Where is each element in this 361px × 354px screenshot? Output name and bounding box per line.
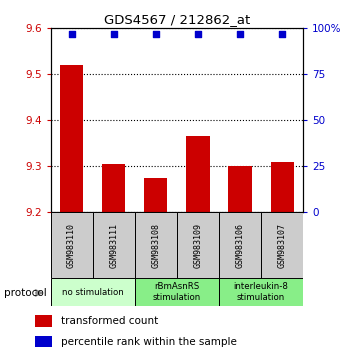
Text: no stimulation: no stimulation — [62, 287, 123, 297]
Text: rBmAsnRS
stimulation: rBmAsnRS stimulation — [153, 282, 201, 302]
Text: protocol: protocol — [4, 288, 46, 298]
Text: GSM983109: GSM983109 — [193, 223, 203, 268]
Bar — [271, 162, 294, 212]
Point — [279, 31, 285, 37]
Bar — [229, 166, 252, 212]
Text: GSM983107: GSM983107 — [278, 223, 287, 268]
Bar — [261, 212, 303, 278]
Text: GSM983111: GSM983111 — [109, 223, 118, 268]
Bar — [144, 178, 168, 212]
Bar — [135, 278, 219, 306]
Text: GSM983108: GSM983108 — [151, 223, 160, 268]
Point — [69, 31, 74, 37]
Bar — [35, 336, 52, 347]
Bar — [51, 278, 135, 306]
Bar — [135, 212, 177, 278]
Point — [195, 31, 201, 37]
Text: GSM983110: GSM983110 — [67, 223, 76, 268]
Bar — [219, 278, 303, 306]
Text: transformed count: transformed count — [61, 316, 158, 326]
Bar — [177, 212, 219, 278]
Point — [153, 31, 159, 37]
Bar — [102, 164, 125, 212]
Title: GDS4567 / 212862_at: GDS4567 / 212862_at — [104, 13, 250, 26]
Bar — [93, 212, 135, 278]
Text: interleukin-8
stimulation: interleukin-8 stimulation — [234, 282, 288, 302]
Point — [111, 31, 117, 37]
Point — [237, 31, 243, 37]
Bar — [60, 65, 83, 212]
Bar — [35, 315, 52, 327]
Text: percentile rank within the sample: percentile rank within the sample — [61, 337, 237, 347]
Bar — [186, 136, 209, 212]
Text: GSM983106: GSM983106 — [236, 223, 244, 268]
Bar — [219, 212, 261, 278]
Bar — [51, 212, 93, 278]
